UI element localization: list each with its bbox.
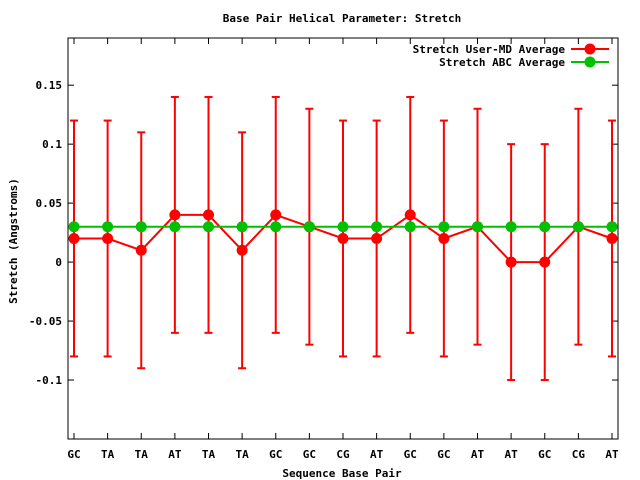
series-user-md-point	[203, 209, 214, 221]
x-tick-label: CG	[336, 448, 350, 461]
x-tick-label: GC	[404, 448, 417, 461]
chart-title: Base Pair Helical Parameter: Stretch	[223, 12, 461, 25]
x-tick-label: GC	[303, 448, 316, 461]
series-abc-point	[371, 221, 383, 233]
x-tick-label: AT	[370, 448, 384, 461]
series-user-md-point	[236, 244, 248, 256]
series-user-md-point	[135, 244, 147, 256]
x-tick-label: AT	[605, 448, 619, 461]
series-abc-point	[270, 221, 282, 233]
series-user-md-point	[539, 256, 551, 268]
series-abc	[68, 221, 618, 233]
y-tick-label: 0.15	[36, 79, 63, 92]
legend-label: Stretch User-MD Average	[413, 43, 566, 56]
x-tick-label: GC	[67, 448, 80, 461]
series-user-md-point	[404, 209, 416, 221]
y-tick-label: -0.1	[36, 374, 63, 387]
x-tick-label: AT	[168, 448, 182, 461]
series-abc-point	[102, 221, 114, 233]
series-layer	[68, 95, 618, 382]
legend-label: Stretch ABC Average	[439, 56, 565, 69]
y-axis: -0.1 -0.05 0 0.05 0.1 0.15	[29, 79, 618, 387]
x-tick-label: GC	[269, 448, 282, 461]
legend-swatch-point	[584, 56, 596, 68]
x-axis: GC TA TA AT TA TA GC GC CG AT GC GC AT AT GC CG AT	[67, 38, 619, 461]
series-abc-point	[505, 221, 517, 233]
series-user-md-point	[606, 233, 618, 244]
series-abc-point	[203, 221, 214, 233]
series-user-md-point	[505, 256, 517, 268]
x-tick-label: AT	[505, 448, 519, 461]
x-tick-label: TA	[135, 448, 149, 461]
series-abc-point	[438, 221, 450, 233]
x-axis-label: Sequence Base Pair	[282, 467, 402, 480]
series-abc-point	[404, 221, 416, 233]
x-tick-label: TA	[202, 448, 216, 461]
x-tick-label: GC	[538, 448, 551, 461]
series-user-md-point	[169, 209, 181, 221]
x-tick-label: CG	[572, 448, 586, 461]
series-user-md-point	[337, 233, 349, 244]
series-abc-point	[303, 221, 315, 233]
series-abc-point	[606, 221, 618, 233]
series-abc-point	[68, 221, 80, 233]
x-tick-label: GC	[437, 448, 450, 461]
series-abc-point	[135, 221, 147, 233]
legend-swatch-point	[584, 43, 596, 55]
y-tick-label: 0.1	[42, 138, 62, 151]
series-abc-point	[337, 221, 349, 233]
x-tick-label: TA	[236, 448, 250, 461]
series-abc-point	[236, 221, 248, 233]
series-abc-point	[472, 221, 483, 233]
y-axis-label: Stretch (Angstroms)	[7, 178, 20, 304]
series-abc-point	[539, 221, 551, 233]
series-user-md-point	[438, 233, 450, 244]
series-user-md-point	[102, 233, 114, 244]
y-tick-label: -0.05	[29, 315, 62, 328]
series-user-md-point	[371, 233, 383, 244]
y-tick-label: 0	[55, 256, 62, 269]
series-abc-point	[169, 221, 181, 233]
x-tick-label: TA	[101, 448, 115, 461]
y-tick-label: 0.05	[36, 197, 63, 210]
series-user-md-point	[68, 233, 80, 244]
series-user-md-point	[270, 209, 282, 221]
x-tick-label: AT	[471, 448, 485, 461]
series-abc-point	[572, 221, 584, 233]
